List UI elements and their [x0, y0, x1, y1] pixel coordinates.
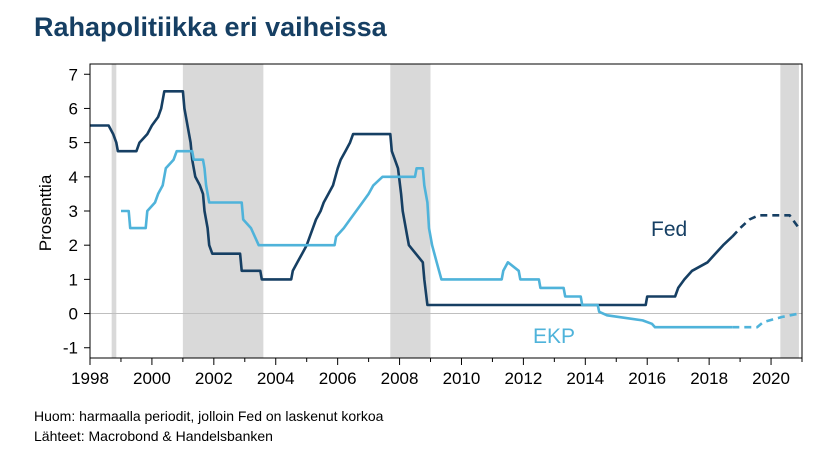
x-tick-label: 2016 — [628, 369, 666, 388]
chart-source: Lähteet: Macrobond & Handelsbanken — [34, 428, 273, 444]
chart-note: Huom: harmaalla periodit, jolloin Fed on… — [34, 408, 384, 424]
x-tick-label: 2014 — [566, 369, 604, 388]
x-tick-label: 2008 — [381, 369, 419, 388]
series-lines — [90, 90, 800, 329]
shaded-period-2 — [390, 64, 431, 358]
shaded-period-1 — [182, 64, 264, 358]
x-tick-label: 2000 — [133, 369, 171, 388]
y-tick-label: 1 — [69, 270, 78, 289]
series-ekp-solid — [121, 149, 733, 329]
y-axis: 7 6 5 4 3 2 1 0 -1 — [63, 65, 90, 358]
shaded-period-0 — [111, 64, 117, 358]
series-fed-solid — [90, 90, 734, 307]
series-fed-dashed — [731, 214, 800, 238]
x-tick-label: 2018 — [690, 369, 728, 388]
y-tick-label: 3 — [69, 202, 78, 221]
y-tick-label: 7 — [69, 65, 78, 84]
x-tick-label: 2010 — [443, 369, 481, 388]
y-tick-label: 2 — [69, 236, 78, 255]
series-label-ekp: EKP — [533, 325, 575, 348]
x-axis: 1998 2000 2002 2004 2006 2008 2010 2012 2014 2016… — [71, 358, 803, 388]
y-tick-label: 6 — [69, 99, 78, 118]
y-axis-label: Prosenttia — [36, 174, 55, 251]
y-tick-label: -1 — [63, 339, 78, 358]
shaded-periods — [111, 64, 799, 358]
x-tick-label: 1998 — [71, 369, 109, 388]
y-tick-label: 5 — [69, 134, 78, 153]
y-tick-label: 0 — [69, 305, 78, 324]
x-tick-label: 2006 — [319, 369, 357, 388]
x-tick-label: 2002 — [195, 369, 233, 388]
series-label-fed: Fed — [651, 218, 687, 241]
x-tick-label: 2004 — [257, 369, 295, 388]
series-ekp-dashed — [732, 312, 800, 329]
x-tick-label: 2020 — [752, 369, 790, 388]
x-tick-label: 2012 — [504, 369, 542, 388]
y-tick-label: 4 — [69, 168, 78, 187]
shaded-period-3 — [780, 64, 799, 358]
chart-title: Rahapolitiikka eri vaiheissa — [34, 12, 387, 42]
